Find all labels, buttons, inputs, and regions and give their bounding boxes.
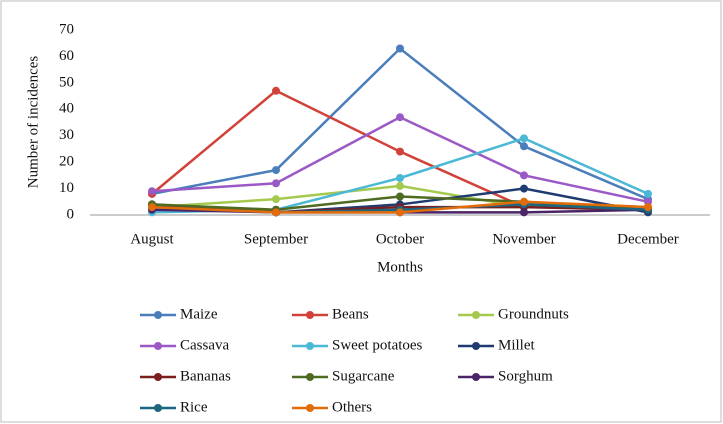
data-point: [520, 184, 528, 193]
data-point: [396, 208, 404, 217]
data-point: [396, 113, 404, 122]
legend-marker: [306, 404, 314, 412]
legend-marker: [154, 404, 162, 412]
legend-marker: [306, 342, 314, 350]
data-point: [272, 86, 280, 95]
legend-marker: [154, 342, 162, 350]
legend-label: Maize: [180, 306, 218, 322]
y-tick-label: 70: [59, 21, 74, 37]
legend-label: Cassava: [180, 337, 229, 353]
legend-label: Bananas: [180, 368, 231, 384]
data-point: [396, 181, 404, 190]
legend-marker: [472, 342, 480, 350]
data-point: [396, 192, 404, 201]
legend-label: Groundnuts: [498, 306, 569, 322]
data-point: [396, 174, 404, 182]
y-tick-label: 50: [59, 74, 74, 90]
x-tick-label: September: [244, 231, 308, 247]
legend-label: Beans: [332, 306, 369, 322]
legend-marker: [154, 373, 162, 381]
legend-label: Sugarcane: [332, 368, 395, 384]
data-point: [520, 134, 528, 143]
legend-marker: [306, 373, 314, 381]
x-tick-label: October: [376, 231, 424, 247]
legend-label: Millet: [498, 337, 535, 353]
legend-label: Sweet potatoes: [332, 337, 423, 353]
data-point: [272, 166, 280, 175]
legend-marker: [472, 311, 480, 319]
data-point: [520, 171, 528, 180]
x-tick-label: November: [492, 231, 555, 247]
data-point: [396, 44, 404, 53]
x-tick-label: December: [617, 231, 679, 247]
x-tick-label: August: [130, 231, 174, 247]
data-point: [272, 208, 280, 217]
y-tick-label: 60: [59, 48, 74, 64]
y-tick-label: 0: [67, 206, 75, 222]
legend-label: Rice: [180, 399, 208, 415]
legend-marker: [154, 311, 162, 319]
legend-label: Sorghum: [498, 368, 553, 384]
data-point: [644, 189, 652, 198]
legend-marker: [306, 311, 314, 319]
data-point: [520, 197, 528, 206]
legend-marker: [472, 373, 480, 381]
data-point: [520, 142, 528, 151]
y-tick-label: 40: [59, 101, 74, 117]
data-point: [644, 203, 652, 212]
data-point: [272, 195, 280, 204]
data-point: [272, 179, 280, 188]
x-axis-label: Months: [377, 259, 423, 275]
data-point: [520, 208, 528, 217]
y-tick-label: 20: [59, 154, 74, 170]
y-tick-label: 30: [59, 127, 74, 143]
data-point: [148, 203, 156, 212]
data-point: [396, 147, 404, 156]
y-tick-label: 10: [59, 180, 74, 196]
data-point: [148, 187, 156, 196]
y-axis-label: Number of incidences: [25, 56, 41, 189]
legend-label: Others: [332, 399, 372, 415]
